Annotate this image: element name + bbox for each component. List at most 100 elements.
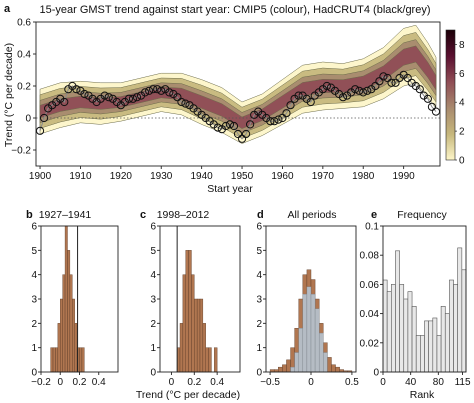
observed-trend-point — [306, 97, 315, 107]
x-tick-label: 1930 — [150, 171, 173, 182]
x-tick-label: 0 — [169, 377, 175, 388]
model-histogram-bar — [278, 366, 283, 373]
y-tick-label: 5 — [256, 246, 262, 257]
observed-trend-point — [181, 99, 190, 108]
y-tick-label: 4 — [256, 270, 262, 281]
x-tick-label: 0.4 — [92, 377, 106, 388]
y-tick-label: 0 — [373, 368, 379, 379]
observed-trend-point — [241, 129, 251, 139]
rank-frequency-bar — [386, 291, 392, 373]
panel-e-label: e — [371, 209, 377, 221]
observed-trend-point — [157, 86, 166, 95]
panel-e-plot: 0 40 80 115 0 0.02 0.04 0.06 0.08 0.1 — [360, 222, 471, 389]
model-histogram-bar — [327, 357, 332, 373]
panel-a-x-axis-label: Start year — [207, 183, 253, 195]
y-tick-label: 0 — [256, 368, 262, 379]
histogram-bar — [69, 274, 73, 373]
colorbar-tick-label: 8 — [459, 40, 465, 51]
observed-histogram-bar — [314, 308, 320, 373]
y-tick-label: 6 — [31, 222, 37, 233]
observed-histogram-bar — [323, 352, 328, 373]
panel-b-label: b — [26, 209, 33, 221]
histogram-bar — [72, 298, 75, 373]
colorbar-tick-label: 2 — [459, 127, 465, 138]
histogram-bar — [194, 298, 198, 373]
rank-frequency-bar — [440, 305, 446, 373]
y-tick-label: 0.04 — [360, 309, 380, 320]
y-tick-label: 5 — [150, 246, 156, 257]
rank-frequency-bar — [420, 335, 425, 373]
rank-frequency-bar — [382, 279, 388, 373]
panel-e-frame — [382, 225, 467, 373]
observed-trend-point — [359, 88, 368, 97]
ensemble-density-band-1 — [39, 32, 437, 139]
observed-trend-point — [282, 109, 291, 118]
observed-trend-point — [338, 93, 348, 102]
x-tick-label: 0 — [57, 377, 63, 388]
y-tick-label: 0.4 — [17, 50, 31, 61]
observed-histogram-bar — [298, 328, 304, 373]
observed-trend-point — [379, 72, 388, 81]
histogram-bar — [52, 347, 56, 373]
panel-d-label: d — [257, 209, 264, 221]
observed-trend-point — [403, 73, 412, 83]
y-tick-label: 3 — [256, 295, 262, 306]
histogram-bar — [50, 347, 54, 373]
observed-histogram-bar — [294, 352, 299, 373]
observed-trend-point — [363, 86, 372, 95]
rank-frequency-bar — [444, 313, 450, 373]
rank-frequency-bar — [424, 320, 429, 373]
observed-trend-point — [270, 117, 279, 126]
histogram-bar — [64, 225, 68, 373]
histogram-bar — [214, 347, 218, 373]
model-histogram-bar — [335, 366, 340, 373]
y-tick-label: 2 — [31, 319, 37, 330]
panel-a-frame — [35, 21, 441, 167]
observed-trend-point — [294, 91, 303, 100]
observed-trend-point — [165, 88, 174, 97]
observed-trend-point — [140, 88, 150, 97]
rank-frequency-bar — [403, 298, 409, 373]
rank-frequency-bar — [407, 291, 413, 373]
observed-trend-line — [39, 74, 437, 140]
x-tick-label: 0 — [308, 377, 314, 388]
histogram-bar — [196, 298, 201, 373]
panel-a-plot: 1900 1910 1920 1930 1940 1950 1960 1970 1980 1990… — [11, 18, 441, 182]
rank-frequency-bar — [399, 284, 405, 373]
observed-trend-point — [100, 91, 109, 100]
y-tick-label: 2 — [150, 319, 156, 330]
x-tick-label: 80 — [433, 377, 445, 388]
histogram-bar — [185, 250, 189, 373]
rank-frequency-bar — [395, 250, 400, 373]
histogram-bar — [74, 323, 78, 373]
panel-a-y-axis-label: Trend (°C per decade) — [3, 43, 15, 147]
x-tick-label: 0.5 — [345, 377, 359, 388]
observed-trend-point — [221, 121, 230, 131]
y-tick-label: −0.2 — [11, 146, 31, 157]
rank-frequency-bar — [432, 317, 438, 373]
observed-trend-point — [237, 134, 247, 143]
histogram-bar — [62, 274, 66, 373]
rank-frequency-bar — [449, 279, 454, 373]
observed-trend-point — [177, 97, 186, 107]
histogram-bar — [67, 250, 71, 373]
panel-b-title: 1927–1941 — [39, 209, 92, 221]
observed-trend-point — [371, 81, 380, 91]
observed-histogram-bar — [310, 293, 316, 373]
colorbar: 0 2 4 6 8 — [445, 29, 465, 167]
y-tick-label: 0.1 — [365, 222, 379, 233]
x-tick-label: 40 — [405, 377, 417, 388]
observed-trend-point — [60, 97, 69, 107]
x-tick-label: 0.2 — [187, 377, 201, 388]
x-tick-label: 1910 — [69, 171, 92, 182]
x-tick-label: 1960 — [271, 171, 294, 182]
rank-frequency-bar — [461, 269, 467, 373]
y-tick-label: 0.06 — [360, 280, 380, 291]
histogram-bar — [205, 347, 209, 373]
observed-trend-point — [72, 85, 81, 94]
observed-trend-point — [415, 85, 424, 94]
y-tick-label: 1 — [150, 343, 156, 354]
x-tick-label: 1990 — [393, 171, 416, 182]
x-tick-label: 1950 — [231, 171, 254, 182]
observed-trend-point — [229, 121, 239, 131]
